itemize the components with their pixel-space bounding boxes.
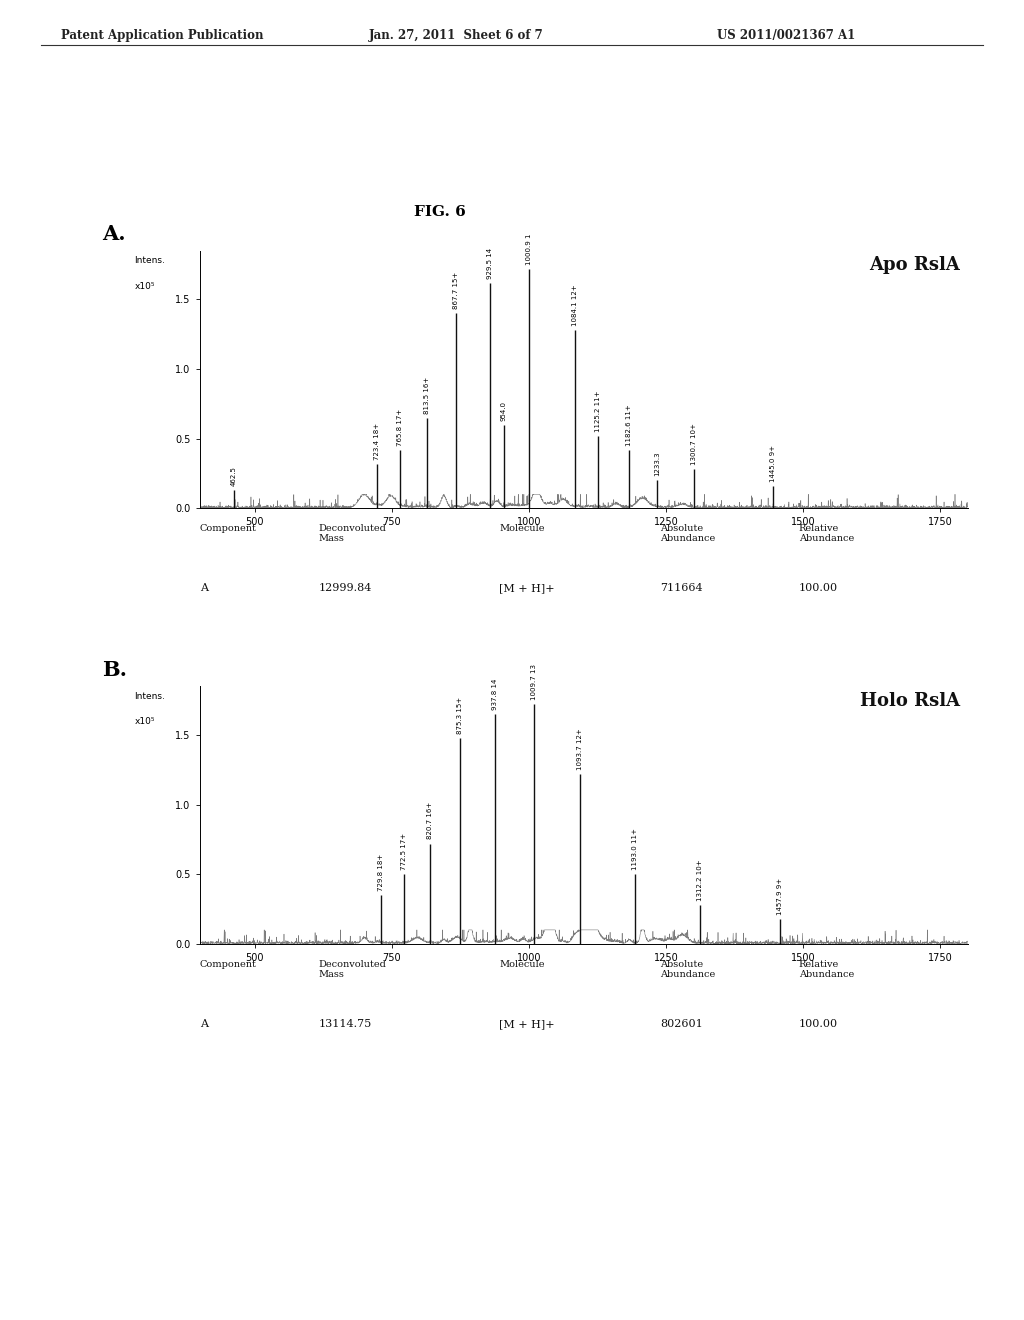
Text: 1125.2 11+: 1125.2 11+ — [595, 391, 600, 432]
Text: 929.5 14: 929.5 14 — [487, 248, 494, 279]
Text: 772.5 17+: 772.5 17+ — [401, 833, 407, 870]
Text: 1009.7 13: 1009.7 13 — [531, 664, 538, 701]
Text: Intens.: Intens. — [134, 256, 165, 265]
Text: x10⁵: x10⁵ — [134, 281, 155, 290]
Text: 1084.1 12+: 1084.1 12+ — [572, 284, 578, 326]
Text: x10⁵: x10⁵ — [134, 717, 155, 726]
Text: 1000.9 1: 1000.9 1 — [526, 234, 532, 265]
Text: 462.5: 462.5 — [231, 466, 237, 486]
Text: Deconvoluted
Mass: Deconvoluted Mass — [318, 524, 387, 544]
Text: 13114.75: 13114.75 — [318, 1019, 372, 1028]
Text: 813.5 16+: 813.5 16+ — [424, 376, 429, 413]
Text: Deconvoluted
Mass: Deconvoluted Mass — [318, 960, 387, 979]
Text: 875.3 15+: 875.3 15+ — [458, 697, 464, 734]
Text: 937.8 14: 937.8 14 — [492, 678, 498, 710]
Text: US 2011/0021367 A1: US 2011/0021367 A1 — [717, 29, 855, 42]
Text: 729.8 18+: 729.8 18+ — [378, 854, 384, 891]
Text: 1182.6 11+: 1182.6 11+ — [626, 404, 632, 446]
Text: 954.0: 954.0 — [501, 400, 507, 421]
Text: 765.8 17+: 765.8 17+ — [397, 408, 403, 446]
Text: Molecule: Molecule — [500, 960, 545, 969]
Text: Component: Component — [200, 524, 257, 533]
Text: 100.00: 100.00 — [799, 1019, 838, 1028]
Text: 1445.0 9+: 1445.0 9+ — [770, 445, 776, 482]
Text: Absolute
Abundance: Absolute Abundance — [660, 960, 716, 979]
Text: 802601: 802601 — [660, 1019, 703, 1028]
Text: 1457.9 9+: 1457.9 9+ — [777, 878, 783, 915]
Text: Jan. 27, 2011  Sheet 6 of 7: Jan. 27, 2011 Sheet 6 of 7 — [369, 29, 544, 42]
Text: Molecule: Molecule — [500, 524, 545, 533]
Text: A.: A. — [102, 224, 126, 244]
Text: 100.00: 100.00 — [799, 583, 838, 593]
Text: Absolute
Abundance: Absolute Abundance — [660, 524, 716, 544]
Text: 820.7 16+: 820.7 16+ — [427, 803, 433, 840]
Text: A: A — [200, 583, 208, 593]
Text: 1093.7 12+: 1093.7 12+ — [578, 729, 584, 770]
Text: Relative
Abundance: Relative Abundance — [799, 524, 854, 544]
Text: Holo RslA: Holo RslA — [860, 692, 961, 710]
Text: A: A — [200, 1019, 208, 1028]
Text: B.: B. — [102, 660, 127, 680]
Text: Apo RslA: Apo RslA — [869, 256, 961, 275]
Text: [M + H]+: [M + H]+ — [500, 583, 555, 593]
Text: Relative
Abundance: Relative Abundance — [799, 960, 854, 979]
Text: 711664: 711664 — [660, 583, 703, 593]
Text: 1233.3: 1233.3 — [653, 451, 659, 477]
Text: 1193.0 11+: 1193.0 11+ — [632, 828, 638, 870]
Text: FIG. 6: FIG. 6 — [415, 205, 466, 219]
Text: Component: Component — [200, 960, 257, 969]
Text: 723.4 18+: 723.4 18+ — [374, 422, 380, 459]
Text: Patent Application Publication: Patent Application Publication — [61, 29, 264, 42]
Text: 1312.2 10+: 1312.2 10+ — [697, 859, 703, 900]
Text: 12999.84: 12999.84 — [318, 583, 372, 593]
Text: Intens.: Intens. — [134, 692, 165, 701]
Text: 1300.7 10+: 1300.7 10+ — [691, 424, 696, 465]
Text: 867.7 15+: 867.7 15+ — [454, 272, 459, 309]
Text: [M + H]+: [M + H]+ — [500, 1019, 555, 1028]
